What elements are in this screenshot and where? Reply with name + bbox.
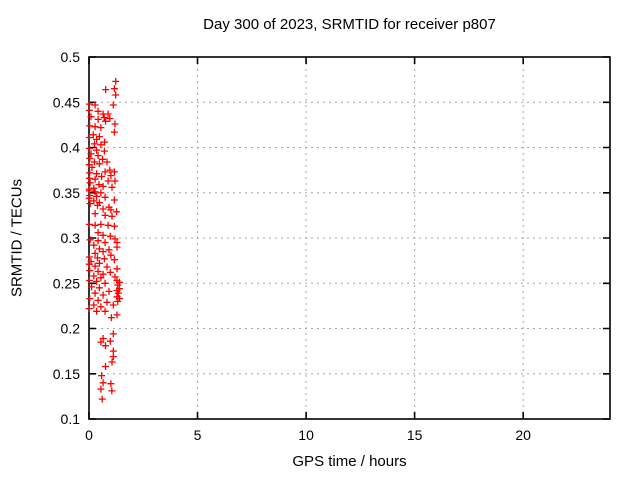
y-tick-label: 0.45 [53, 94, 80, 110]
x-tick-label: 0 [85, 427, 93, 443]
x-tick-label: 10 [298, 427, 314, 443]
x-tick-label: 15 [407, 427, 423, 443]
y-tick-label: 0.15 [53, 366, 80, 382]
axis-ticks [88, 56, 610, 420]
x-axis-title: GPS time / hours [292, 453, 407, 470]
scatter-points [85, 77, 123, 403]
y-tick-label: 0.4 [61, 140, 81, 156]
y-tick-label: 0.1 [61, 411, 81, 427]
y-tick-label: 0.5 [61, 49, 81, 65]
chart-title: Day 300 of 2023, SRMTID for receiver p80… [203, 16, 496, 33]
x-tick-label: 5 [194, 427, 202, 443]
x-tick-label: 20 [515, 427, 531, 443]
y-tick-label: 0.2 [61, 321, 81, 337]
y-tick-label: 0.35 [53, 185, 80, 201]
y-tick-label: 0.25 [53, 275, 80, 291]
y-tick-label: 0.3 [61, 230, 81, 246]
